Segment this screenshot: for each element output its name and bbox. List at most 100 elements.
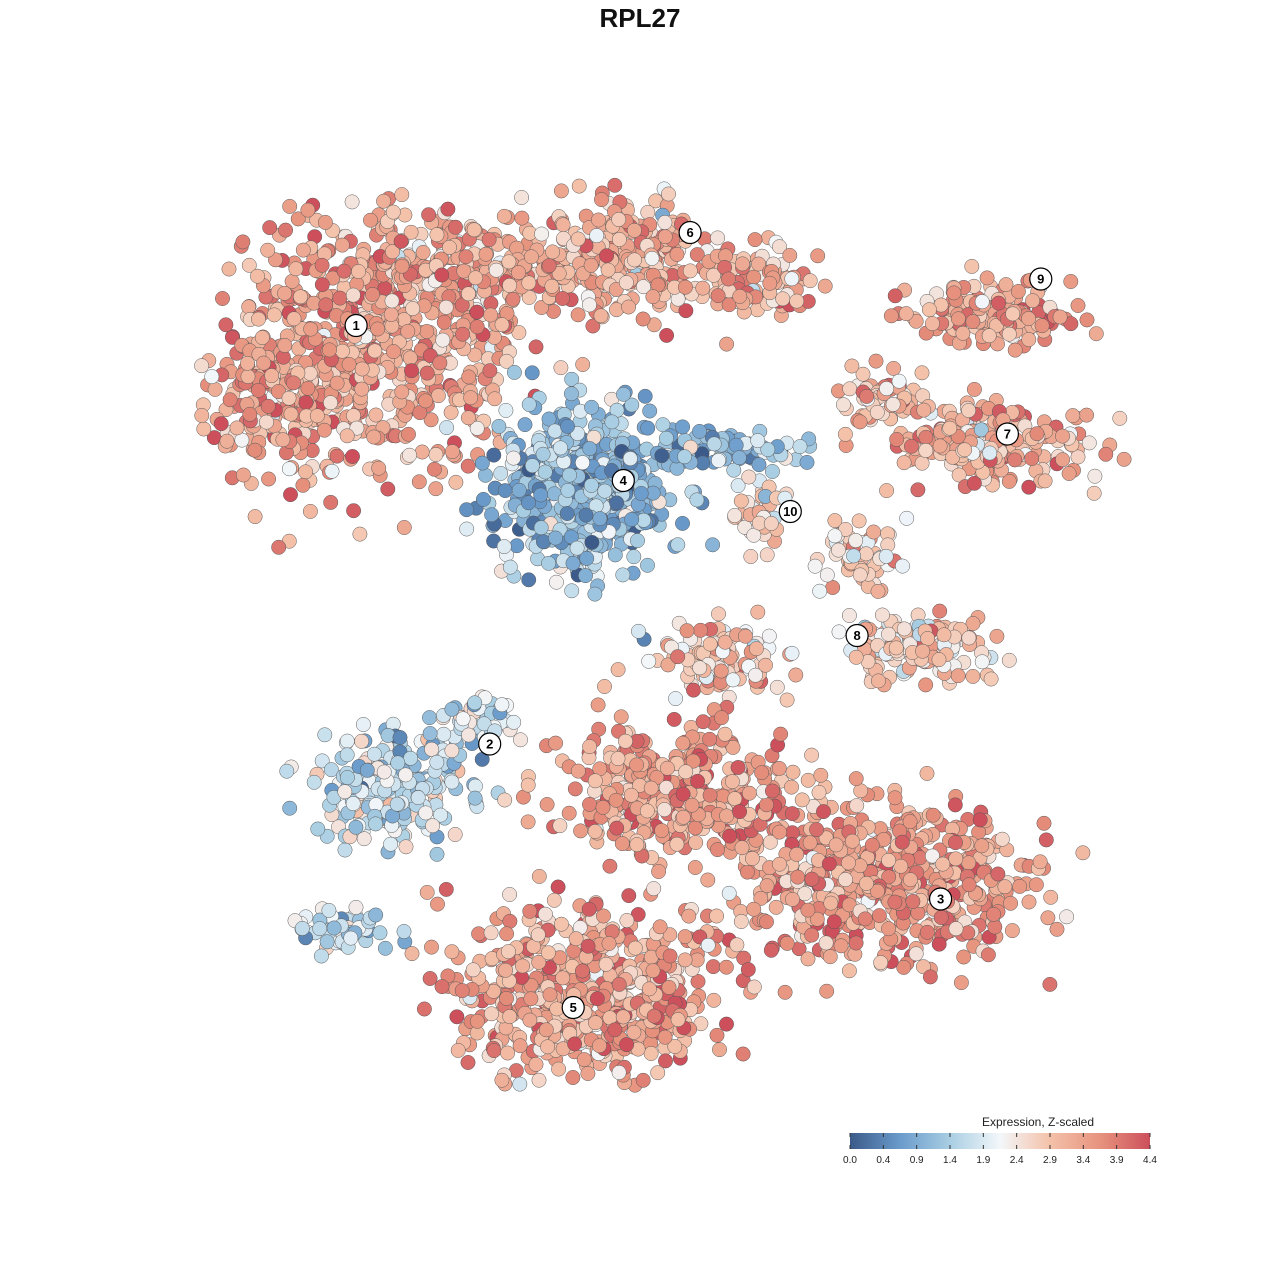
- cluster-label-text: 4: [620, 473, 628, 488]
- cell-point-cluster-8-2601: [965, 616, 981, 631]
- cell-point-cluster-3-3432: [804, 927, 820, 943]
- cell-point-cluster-10-2445: [759, 547, 775, 563]
- cell-point-cluster-7-1731: [957, 442, 973, 458]
- cell-point-cluster-6-1216: [541, 258, 557, 274]
- cell-point-cluster-9-1454: [1034, 318, 1050, 334]
- cell-point-cluster-6-1324: [695, 280, 711, 296]
- cell-point-cluster-4-2306: [541, 555, 557, 571]
- cell-point-cluster-1-539: [318, 297, 334, 313]
- cell-point-cluster-7-1711: [966, 475, 982, 491]
- cell-point-cluster-4-2176: [615, 567, 631, 583]
- cell-point-cluster-3-3831: [666, 711, 682, 727]
- cell-point-cluster-9-1394: [883, 308, 899, 324]
- cell-point-cluster-3-3669: [894, 834, 910, 850]
- cell-point-cluster-1-340: [394, 187, 410, 203]
- cell-point-cluster-5-4669: [576, 1052, 592, 1068]
- cell-point-cluster-3-4121: [702, 787, 718, 803]
- cell-point-cluster-4-1824: [506, 364, 522, 380]
- cell-point-cluster-3-3683: [800, 951, 816, 967]
- cell-point-cluster-4-2367: [751, 457, 767, 473]
- cluster-label-7: 7: [995, 422, 1020, 446]
- cell-point-cluster-1-954: [456, 263, 472, 279]
- cell-point-cluster-3-3687: [902, 814, 918, 830]
- cell-point-cluster-8-2711: [827, 528, 843, 544]
- cell-point-cluster-4-2308: [584, 399, 600, 415]
- cell-point-cluster-2-3056: [345, 796, 361, 812]
- cell-point-cluster-4-2213: [689, 492, 705, 508]
- cell-point-cluster-6-1343: [721, 271, 736, 287]
- cell-point-cluster-1-838: [534, 300, 549, 315]
- cell-point-cluster-1-580: [286, 311, 302, 327]
- cell-point-cluster-9-1511: [1010, 283, 1026, 299]
- cell-point-cluster-6-971: [585, 318, 601, 334]
- cell-point-cluster-8-2654: [874, 607, 890, 623]
- cell-point-cluster-7-1785: [842, 381, 858, 397]
- cell-point-cluster-6-1228: [555, 291, 570, 306]
- cell-point-cluster-3-4137: [773, 726, 789, 742]
- cell-point-cluster-2-3022: [447, 827, 463, 842]
- cell-point-cluster-1-942: [405, 301, 421, 317]
- cell-point-cluster-3-3945: [561, 805, 577, 821]
- cell-point-cluster-6-1342: [762, 275, 778, 291]
- cell-point-cluster-8-2708: [846, 548, 862, 564]
- cell-point-cluster-3-4073: [595, 799, 611, 815]
- cell-point-cluster-4-2303: [604, 414, 620, 430]
- cell-point-cluster-4-1855: [548, 574, 564, 590]
- cell-point-cluster-3-3946: [722, 828, 738, 844]
- cell-point-cluster-3-3781: [821, 856, 837, 872]
- cell-point-cluster-2-3178: [368, 907, 384, 923]
- cell-point-cluster-6-1063: [571, 178, 587, 194]
- cell-point-cluster-1-711: [277, 337, 293, 353]
- cell-point-cluster-3-3657: [947, 797, 963, 813]
- cell-point-cluster-9-1481: [965, 314, 981, 330]
- cell-point-cluster-5-4751: [515, 958, 530, 974]
- cell-point-cluster-6-1254: [611, 212, 627, 227]
- cell-point-cluster-9-1510: [921, 302, 937, 318]
- cell-point-cluster-3-4105: [695, 714, 711, 730]
- cell-point-cluster-4-2101: [675, 515, 690, 531]
- cell-point-cluster-1-745: [256, 355, 272, 371]
- cell-point-cluster-4-2282: [609, 495, 625, 511]
- cell-point-cluster-6-1336: [775, 291, 791, 307]
- cell-point-cluster-1-458: [366, 429, 382, 445]
- cell-point-cluster-7-1795: [891, 373, 907, 389]
- cell-point-cluster-9-1503: [1021, 311, 1037, 327]
- cell-point-cluster-8-2678: [812, 583, 828, 599]
- cell-point-cluster-3-3761: [948, 835, 963, 851]
- cell-point-cluster-3-4145: [804, 747, 820, 763]
- cell-point-cluster-1-278: [402, 447, 417, 463]
- cell-point-cluster-4-2395: [750, 433, 766, 449]
- cell-point-cluster-3-3759: [935, 856, 951, 872]
- cell-point-cluster-7-1688: [973, 422, 989, 438]
- cell-point-cluster-1-787: [436, 314, 452, 330]
- cell-point-cluster-3-3574: [1003, 895, 1019, 911]
- cluster-label-3: 3: [928, 887, 953, 911]
- cell-point-cluster-2-3050: [389, 796, 405, 812]
- cell-point-cluster-8-2638: [961, 630, 977, 646]
- cell-point-cluster-2-3019: [317, 727, 333, 743]
- cell-point-cluster-3-3666: [779, 935, 795, 951]
- cell-point-cluster-3-3769: [953, 975, 969, 991]
- cell-point-cluster-2-3118: [506, 714, 522, 730]
- cell-point-cluster-1-582: [363, 212, 378, 228]
- cell-point-cluster-8-2587: [950, 668, 966, 684]
- cell-point-cluster-5-4760: [522, 1012, 538, 1028]
- colorbar-tick-label: 0.0: [843, 1155, 857, 1166]
- cell-point-cluster-1-944: [434, 267, 450, 283]
- cell-point-cluster-5-4715: [500, 1045, 516, 1061]
- cell-point-cluster-5-4651: [589, 991, 605, 1007]
- cell-point-cluster-9-1349: [1079, 312, 1095, 328]
- cell-point-cluster-1-548: [460, 410, 476, 426]
- cell-point-cluster-3-3534: [873, 955, 889, 971]
- cell-point-cluster-4-2290: [563, 386, 579, 402]
- cell-point-cluster-6-1241: [591, 212, 606, 228]
- cell-point-cluster-1-639: [251, 311, 266, 327]
- cell-point-cluster-3-3638: [1049, 921, 1065, 937]
- cell-point-cluster-5-4758: [580, 938, 596, 954]
- cell-point-cluster-3-3785: [994, 831, 1010, 847]
- cell-point-cluster-1-742: [281, 390, 297, 406]
- cell-point-cluster-3-4075: [582, 739, 598, 755]
- cell-point-cluster-5-4735: [540, 1039, 556, 1055]
- cell-point-cluster-1-377: [271, 539, 287, 555]
- cell-point-cluster-1-705: [196, 421, 212, 437]
